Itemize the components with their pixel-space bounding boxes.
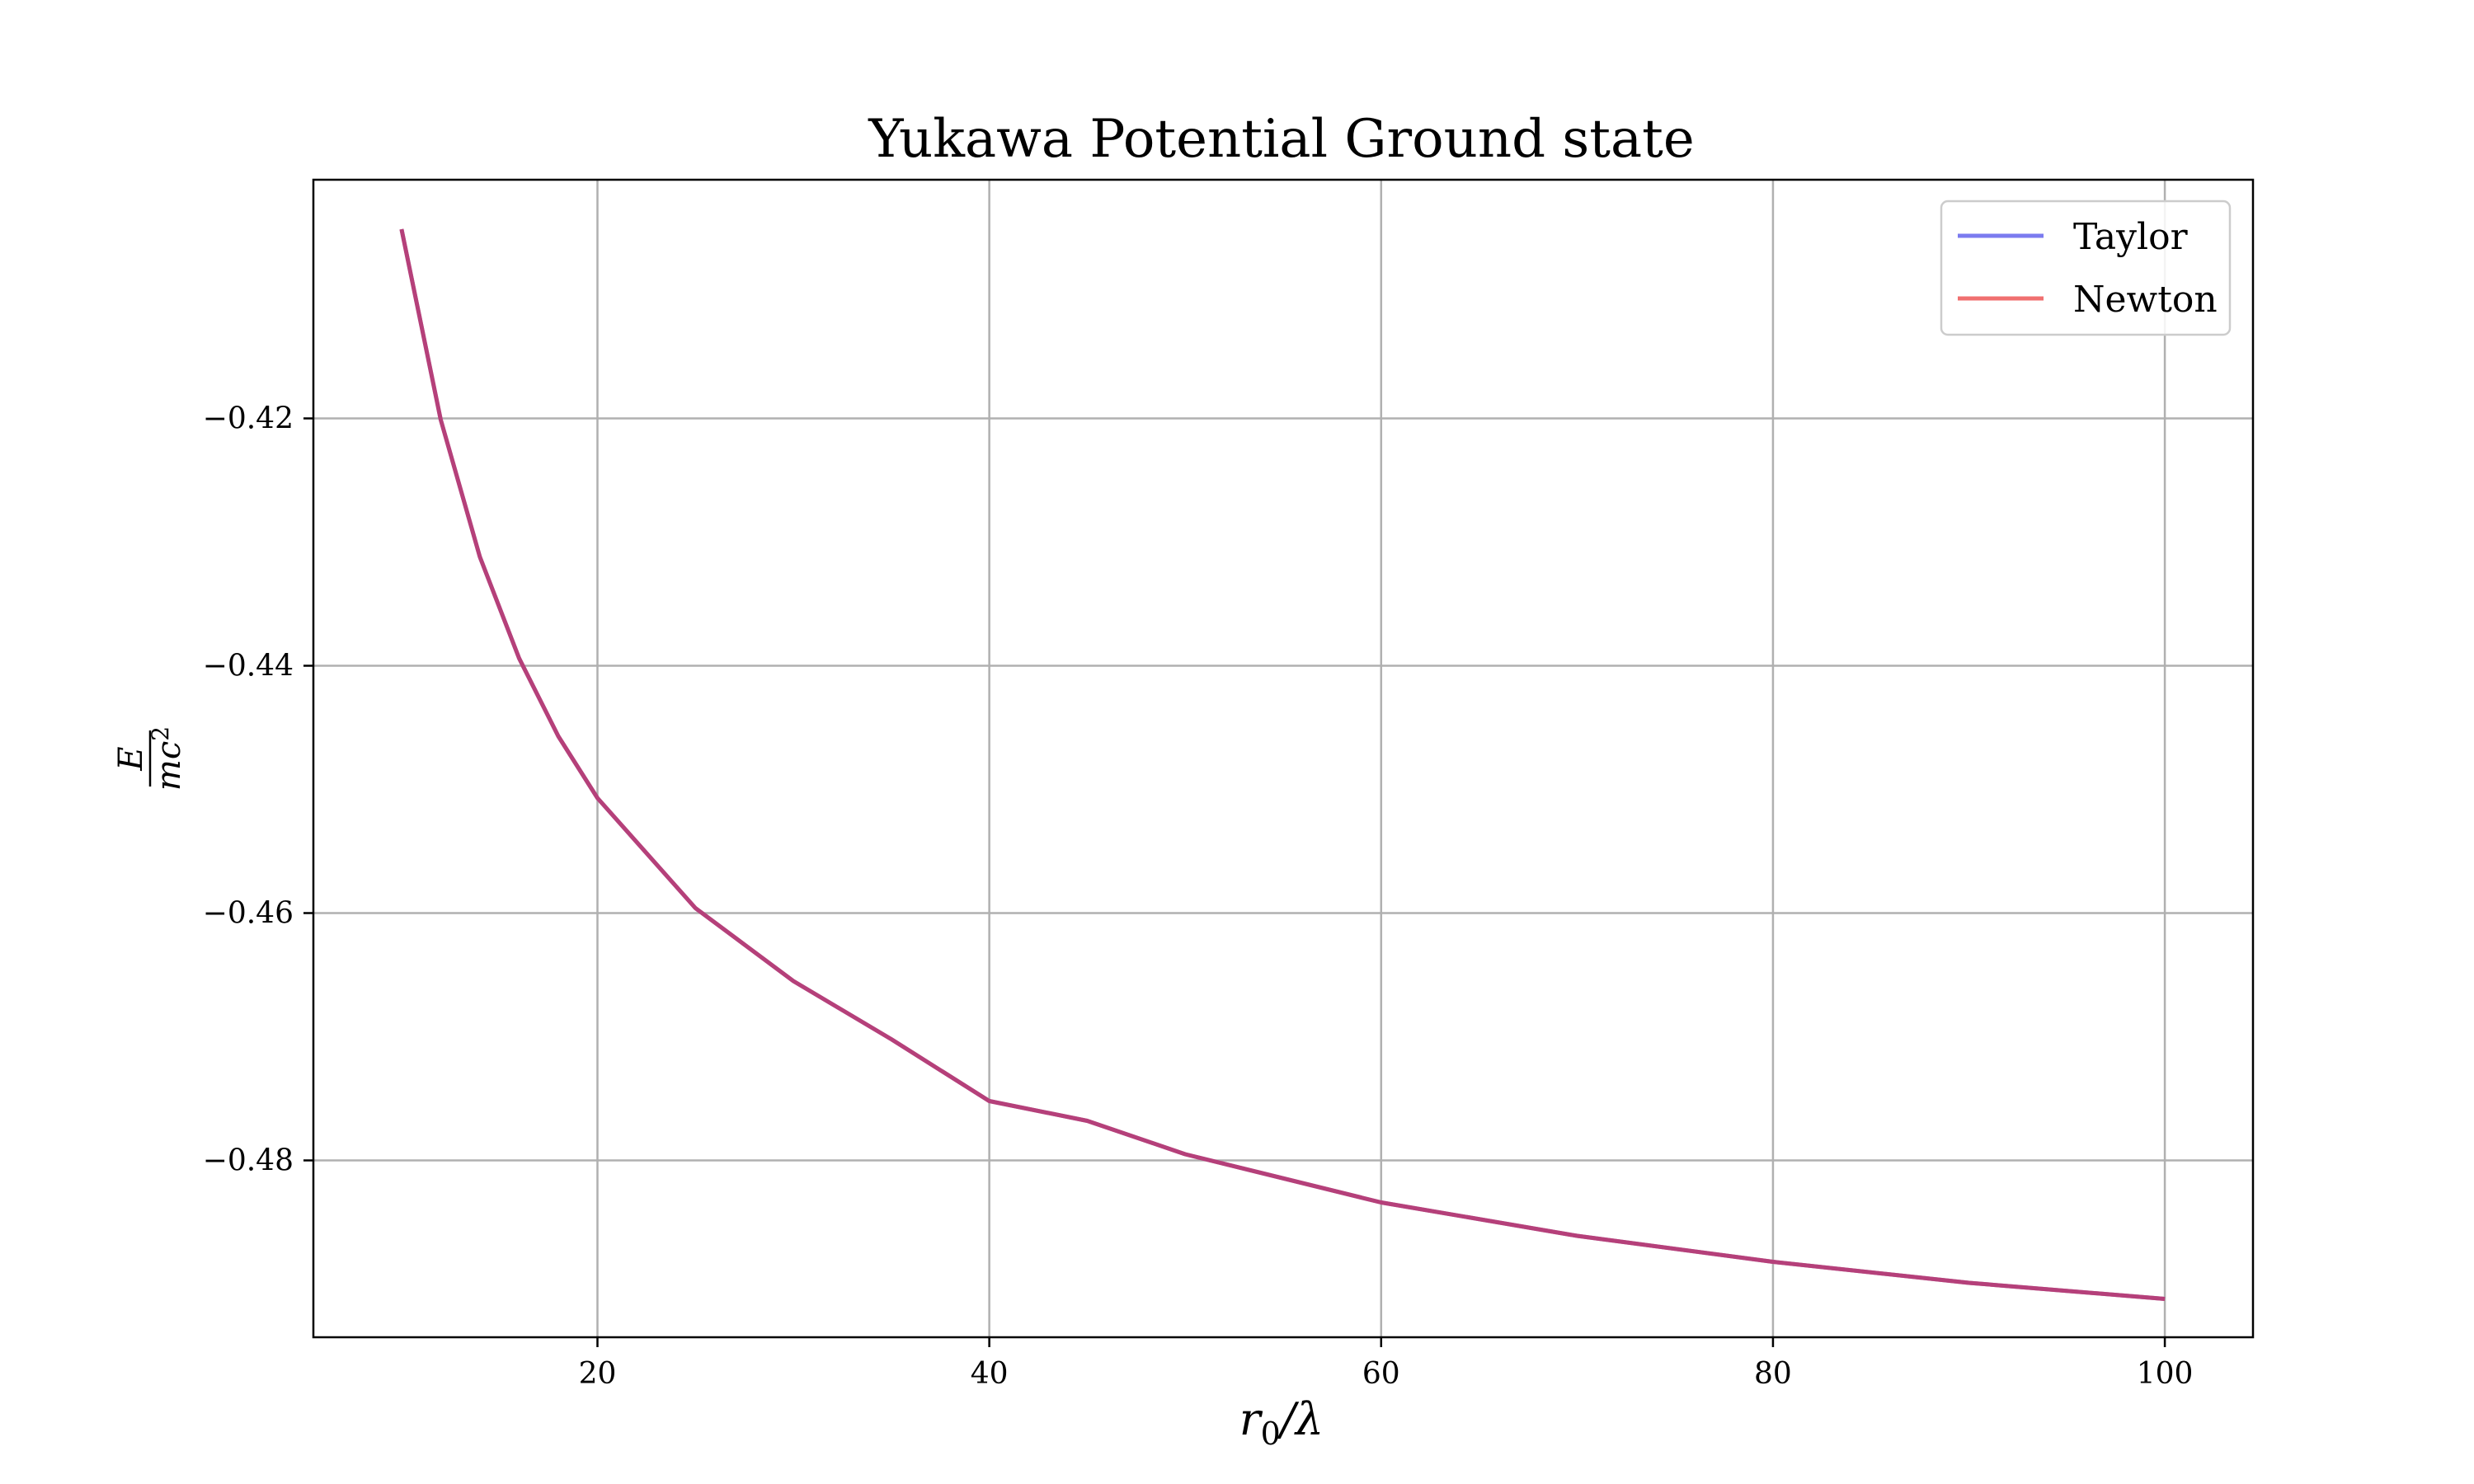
legend: Taylor Newton — [1940, 200, 2232, 336]
x-axis-label-var: r — [1239, 1393, 1263, 1445]
plot-area — [313, 180, 2253, 1337]
legend-label-newton: Newton — [2073, 279, 2218, 321]
y-axis-label-den-sup: 2 — [147, 726, 174, 741]
x-axis-label: r0/λ — [1239, 1393, 1324, 1452]
y-tick-label-−0.44: −0.44 — [203, 650, 294, 683]
legend-label-taylor: Taylor — [2073, 216, 2189, 258]
plot-frame — [312, 178, 2255, 1339]
y-axis-label-denominator: mc2 — [147, 726, 188, 791]
y-axis-label: E mc2 — [112, 726, 188, 791]
y-axis-label-den-var: mc — [150, 741, 188, 791]
x-tick-label-40: 40 — [971, 1357, 1009, 1391]
x-axis-label-rest: /λ — [1277, 1393, 1324, 1445]
chart-title: Yukawa Potential Ground state — [868, 109, 1694, 170]
axis-ticks: 20 40 60 80 100 −0.42 −0.44 −0.46 −0.48 — [203, 402, 2194, 1392]
series-overlap-line — [399, 228, 2166, 1301]
x-tick-label-60: 60 — [1362, 1357, 1400, 1391]
x-tick-label-80: 80 — [1754, 1357, 1792, 1391]
y-axis-label-numerator: E — [112, 746, 150, 771]
y-tick-label-−0.42: −0.42 — [203, 402, 294, 436]
grid — [313, 180, 2253, 1337]
y-tick-label-−0.46: −0.46 — [203, 897, 294, 931]
data-lines — [399, 228, 2166, 1301]
x-tick-label-100: 100 — [2137, 1357, 2194, 1391]
y-tick-label-−0.48: −0.48 — [203, 1144, 294, 1178]
x-tick-label-20: 20 — [579, 1357, 617, 1391]
x-axis-label-sub: 0 — [1261, 1416, 1281, 1452]
